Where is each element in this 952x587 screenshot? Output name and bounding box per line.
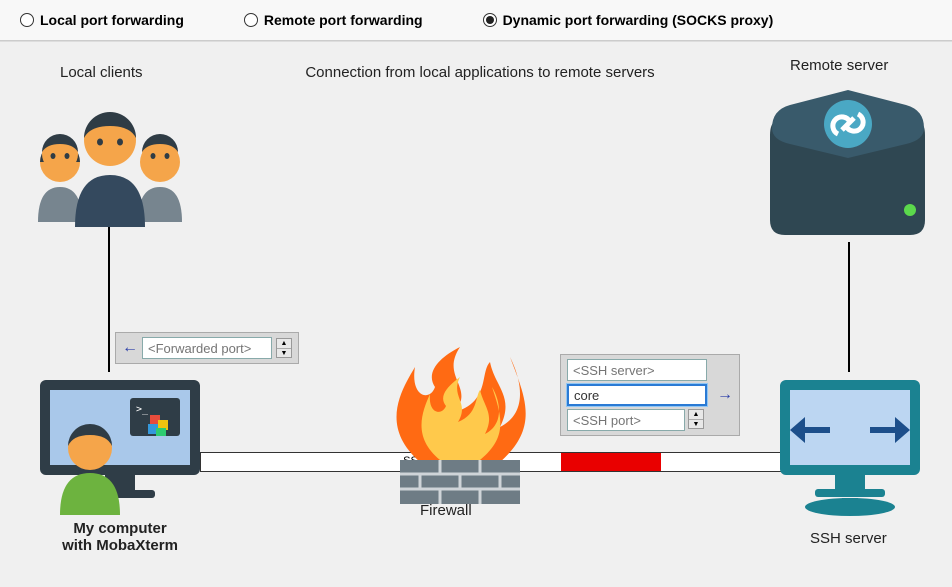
forwarded-port-spinner[interactable]: ▲▼ xyxy=(276,338,292,358)
forwarded-port-group: ← ▲▼ xyxy=(115,332,299,364)
ssh-port-spinner[interactable]: ▲▼ xyxy=(688,409,704,429)
radio-icon xyxy=(244,13,258,27)
ssh-connection-group: ▲▼ → xyxy=(560,354,740,436)
ssh-server-input[interactable] xyxy=(567,359,707,381)
radio-label: Local port forwarding xyxy=(40,12,184,28)
line-clients-to-computer xyxy=(108,222,110,372)
tunnel-firewall-segment xyxy=(561,453,661,471)
ssh-server-label: SSH server xyxy=(810,530,887,547)
local-clients-label: Local clients xyxy=(60,64,143,81)
radio-label: Dynamic port forwarding (SOCKS proxy) xyxy=(503,12,774,28)
my-computer-icon: >_ xyxy=(30,370,210,520)
description-label: Connection from local applications to re… xyxy=(280,64,680,81)
forwarding-mode-radios: Local port forwarding Remote port forwar… xyxy=(0,0,952,41)
ssh-user-input[interactable] xyxy=(567,384,707,406)
diagram-canvas: Local clients Connection from local appl… xyxy=(0,41,952,581)
svg-text:>_: >_ xyxy=(136,404,149,415)
line-server-to-ssh xyxy=(848,242,850,372)
local-clients-icon xyxy=(20,92,200,232)
remote-server-label: Remote server xyxy=(790,57,888,74)
radio-dynamic-forwarding[interactable]: Dynamic port forwarding (SOCKS proxy) xyxy=(483,12,774,28)
firewall-icon xyxy=(380,342,540,507)
radio-local-forwarding[interactable]: Local port forwarding xyxy=(20,12,184,28)
ssh-server-icon xyxy=(770,372,930,527)
radio-icon xyxy=(483,13,497,27)
arrow-left-icon: ← xyxy=(122,339,138,357)
radio-icon xyxy=(20,13,34,27)
radio-label: Remote port forwarding xyxy=(264,12,423,28)
forwarded-port-input[interactable] xyxy=(142,337,272,359)
firewall-label: Firewall xyxy=(420,502,472,519)
arrow-right-icon: → xyxy=(717,386,733,404)
radio-remote-forwarding[interactable]: Remote port forwarding xyxy=(244,12,423,28)
ssh-port-input[interactable] xyxy=(567,409,685,431)
my-computer-label: My computerwith MobaXterm xyxy=(45,520,195,554)
remote-server-icon xyxy=(760,80,935,250)
